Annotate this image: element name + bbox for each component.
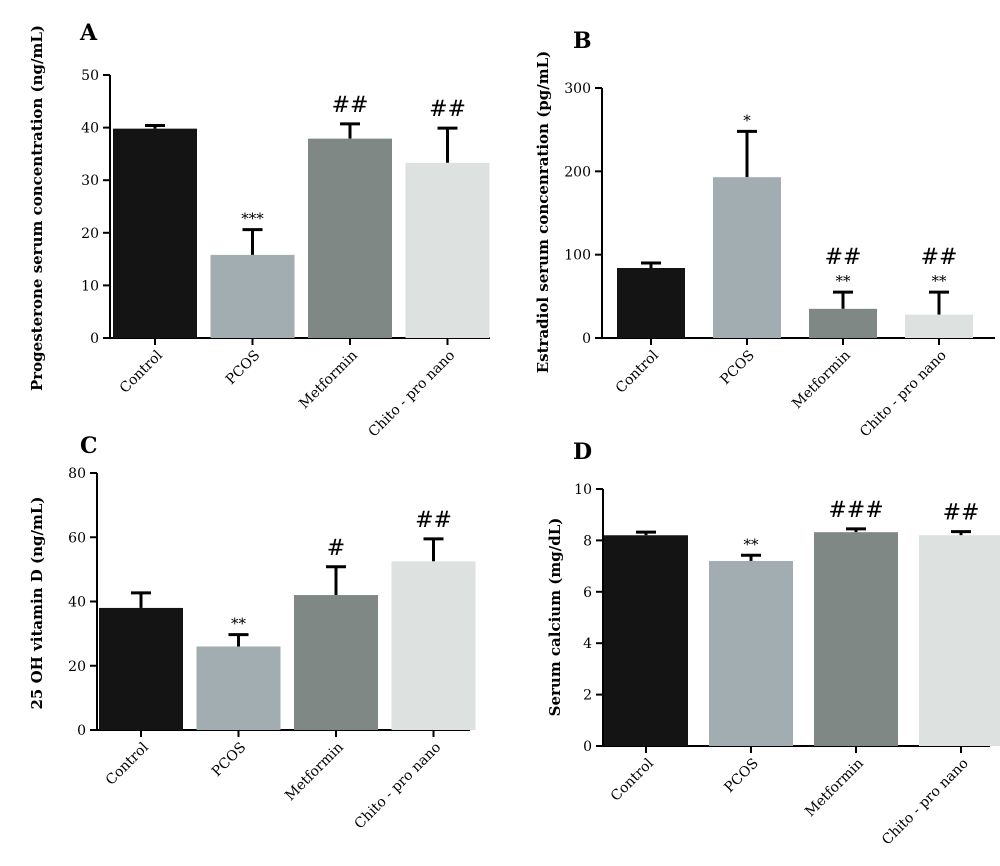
panel-b-bar-control xyxy=(617,268,685,338)
panel-b-bar-chito-pro-nano xyxy=(905,314,973,338)
panel-a-y-tick-label: 20 xyxy=(81,226,99,242)
panel-c-category-label-pcos: PCOS xyxy=(209,740,249,780)
panel-c-significance-metformin: # xyxy=(327,536,345,561)
panel-c: C 25 OH vitamin D (ng/mL) 0 20 40 60 80 Contr… xyxy=(28,433,476,832)
panel-a-significance-metformin: ## xyxy=(332,93,369,118)
panel-c-category-label-control: Control xyxy=(103,739,152,788)
panel-b-category-label-control: Control xyxy=(613,347,662,396)
panel-d-bar-control xyxy=(604,535,688,746)
panel-a-y-tick-label: 10 xyxy=(81,278,99,294)
panel-c-significance-pcos: ** xyxy=(231,615,247,633)
panel-c-bar-metformin xyxy=(294,595,378,730)
panel-b-bar-pcos xyxy=(713,177,781,338)
panel-b-bar-metformin xyxy=(809,308,877,338)
panel-a-category-label-control: Control xyxy=(117,347,166,396)
panel-a-y-tick-label: 50 xyxy=(81,68,99,84)
panel-b-significance-chito-pro-nano: ** xyxy=(932,272,948,290)
panel-a-bar-pcos xyxy=(210,254,295,338)
panel-a-significance-chito-pro-nano: ## xyxy=(429,97,466,122)
panel-a-bar-chito-pro-nano xyxy=(405,162,490,338)
panel-d-y-tick-label: 10 xyxy=(574,482,592,498)
panel-a-category-label-pcos: PCOS xyxy=(223,348,263,388)
panel-c-y-tick-label: 60 xyxy=(68,530,86,546)
panel-d: D Serum calcium (mg/dL) 0 2 4 6 8 10 Control PC… xyxy=(546,439,1000,848)
panel-c-y-tick-label: 20 xyxy=(68,659,86,675)
panel-c-y-tick-label: 80 xyxy=(68,466,86,482)
panel-c-category-label-chito-pro-nano: Chito - pro nano xyxy=(352,740,445,833)
panel-b-category-label-pcos: PCOS xyxy=(717,348,757,388)
panel-b-significance-pcos: * xyxy=(743,111,751,129)
panel-d-significance-pcos: ** xyxy=(744,535,760,553)
panel-d-y-tick-label: 2 xyxy=(583,688,592,704)
panel-d-significance-metformin: ### xyxy=(828,498,883,523)
panel-b-significance-secondary-metformin: ## xyxy=(825,245,862,270)
panel-b-significance-secondary-chito-pro-nano: ## xyxy=(921,245,958,270)
panel-d-y-axis-label: Serum calcium (mg/dL) xyxy=(546,518,564,717)
panel-d-bar-pcos xyxy=(709,560,793,746)
panel-a-category-label-chito-pro-nano: Chito - pro nano xyxy=(366,348,459,441)
panel-d-letter: D xyxy=(573,439,592,465)
panel-a-y-tick-label: 40 xyxy=(81,121,99,137)
panel-a-bar-metformin xyxy=(308,138,392,338)
panel-d-category-label-metformin: Metformin xyxy=(802,756,867,821)
panel-d-category-label-chito-pro-nano: Chito - pro nano xyxy=(879,756,972,849)
panel-b-y-tick-label: 300 xyxy=(564,81,591,97)
panel-d-bar-chito-pro-nano xyxy=(919,535,1000,746)
panel-d-y-tick-label: 0 xyxy=(583,739,592,755)
panel-a-y-tick-label: 30 xyxy=(81,173,99,189)
panel-b-y-tick-label: 0 xyxy=(582,331,591,347)
panel-c-bar-control xyxy=(99,607,183,730)
panel-c-significance-chito-pro-nano: ## xyxy=(415,508,452,533)
panel-c-y-tick-label: 40 xyxy=(68,595,86,611)
panel-d-category-label-control: Control xyxy=(608,755,657,804)
panel-a-bar-control xyxy=(113,128,197,338)
panel-d-y-tick-label: 8 xyxy=(583,533,592,549)
panel-c-y-tick-label: 0 xyxy=(77,723,86,739)
panel-a-y-tick-label: 0 xyxy=(90,331,99,347)
panel-b-category-label-chito-pro-nano: Chito - pro nano xyxy=(857,348,950,441)
panel-c-category-label-metformin: Metformin xyxy=(282,740,347,805)
panel-c-bar-pcos xyxy=(196,646,281,730)
panel-a-letter: A xyxy=(79,20,98,46)
panel-c-y-axis-label: 25 OH vitamin D (ng/mL) xyxy=(28,496,46,709)
panel-a: A Progesterone serum concentration (ng/m… xyxy=(28,20,490,440)
panel-a-y-axis-label: Progesterone serum concentration (ng/mL) xyxy=(28,25,46,391)
panel-b-significance-metformin: ** xyxy=(836,272,852,290)
panel-b: B Estradiol serum concenration (pg/mL) 0… xyxy=(534,28,995,440)
panel-b-y-axis-label: Estradiol serum concenration (pg/mL) xyxy=(534,51,552,374)
panel-d-bar-metformin xyxy=(814,532,898,746)
panel-b-category-label-metformin: Metformin xyxy=(789,348,854,413)
panel-c-letter: C xyxy=(80,433,98,459)
panel-d-category-label-pcos: PCOS xyxy=(721,756,761,796)
panel-c-bar-chito-pro-nano xyxy=(391,561,476,730)
panel-d-y-tick-label: 4 xyxy=(583,636,592,652)
panel-b-y-tick-label: 200 xyxy=(564,164,591,180)
panel-a-significance-pcos: *** xyxy=(241,210,264,228)
panel-b-letter: B xyxy=(573,28,592,54)
panel-a-category-label-metformin: Metformin xyxy=(296,348,361,413)
panel-d-y-tick-label: 6 xyxy=(583,585,592,601)
panel-b-y-tick-label: 100 xyxy=(564,248,591,264)
panel-d-significance-chito-pro-nano: ## xyxy=(943,501,980,526)
